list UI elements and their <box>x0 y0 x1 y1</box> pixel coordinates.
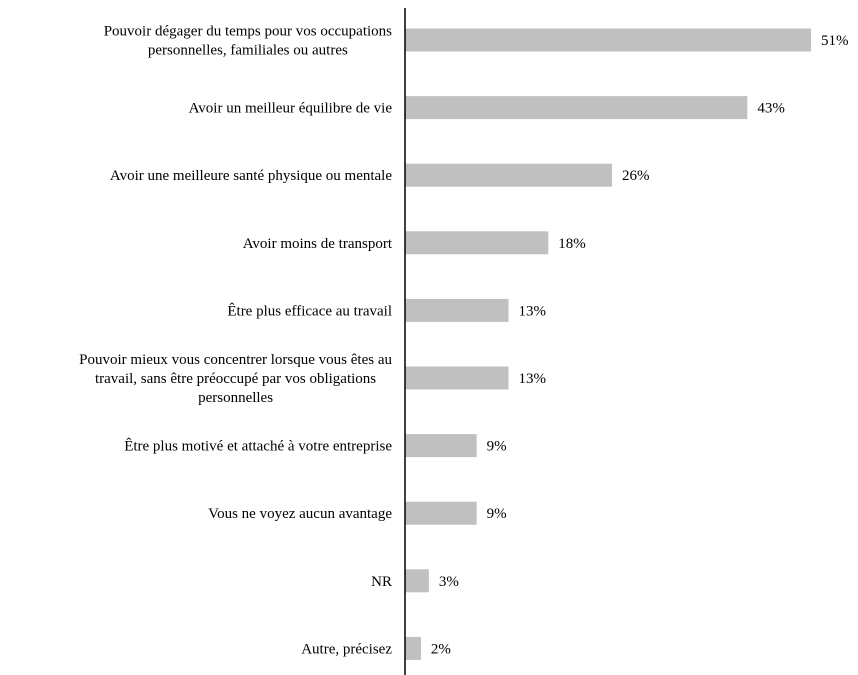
bar-7 <box>405 501 477 525</box>
category-labels: Pouvoir dégager du temps pour vos occupa… <box>79 24 393 658</box>
category-label-6: Être plus motivé et attaché à votre entr… <box>124 438 392 455</box>
bar-3 <box>405 231 549 255</box>
value-label-8: 3% <box>439 574 459 590</box>
category-label-line: Être plus motivé et attaché à votre entr… <box>124 438 392 455</box>
category-label-line: personnelles, familiales ou autres <box>148 43 348 59</box>
bar-9 <box>405 636 421 660</box>
bar-8 <box>405 569 429 593</box>
category-label-line: Avoir une meilleure santé physique ou me… <box>110 168 392 184</box>
category-label-7: Vous ne voyez aucun avantage <box>208 506 392 522</box>
value-label-5: 13% <box>518 371 546 387</box>
bar-2 <box>405 163 612 187</box>
bar-6 <box>405 434 477 458</box>
value-label-7: 9% <box>487 506 507 522</box>
bar-5 <box>405 366 509 390</box>
category-label-line: travail, sans être préoccupé par vos obl… <box>95 371 376 387</box>
category-label-8: NR <box>371 574 392 590</box>
category-label-line: Être plus efficace au travail <box>227 302 392 319</box>
value-label-3: 18% <box>558 236 586 252</box>
value-label-9: 2% <box>431 641 451 657</box>
value-label-1: 43% <box>757 101 785 117</box>
category-label-1: Avoir un meilleur équilibre de vie <box>189 101 393 117</box>
category-label-line: Pouvoir dégager du temps pour vos occupa… <box>104 24 392 40</box>
value-label-2: 26% <box>622 168 650 184</box>
category-label-line: Pouvoir mieux vous concentrer lorsque vo… <box>79 352 392 368</box>
category-label-line: Autre, précisez <box>301 641 392 657</box>
category-label-line: Vous ne voyez aucun avantage <box>208 506 392 522</box>
bar-0 <box>405 28 811 52</box>
category-label-line: personnelles <box>198 390 273 406</box>
category-label-3: Avoir moins de transport <box>243 236 393 252</box>
bar-4 <box>405 298 509 322</box>
category-label-9: Autre, précisez <box>301 641 392 657</box>
category-label-2: Avoir une meilleure santé physique ou me… <box>110 168 392 184</box>
value-label-4: 13% <box>518 303 546 319</box>
category-label-5: Pouvoir mieux vous concentrer lorsque vo… <box>79 352 392 406</box>
value-labels: 51% 43% 26% 18% 13% 13% 9% 9% 3% 2% <box>431 33 849 657</box>
category-label-line: Avoir un meilleur équilibre de vie <box>189 101 393 117</box>
bars-layer <box>405 28 811 660</box>
bar-1 <box>405 96 748 120</box>
category-label-line: NR <box>371 574 392 590</box>
category-label-0: Pouvoir dégager du temps pour vos occupa… <box>104 24 392 59</box>
category-label-line: Avoir moins de transport <box>243 236 393 252</box>
value-label-0: 51% <box>821 33 849 49</box>
category-label-4: Être plus efficace au travail <box>227 302 392 319</box>
value-label-6: 9% <box>487 439 507 455</box>
